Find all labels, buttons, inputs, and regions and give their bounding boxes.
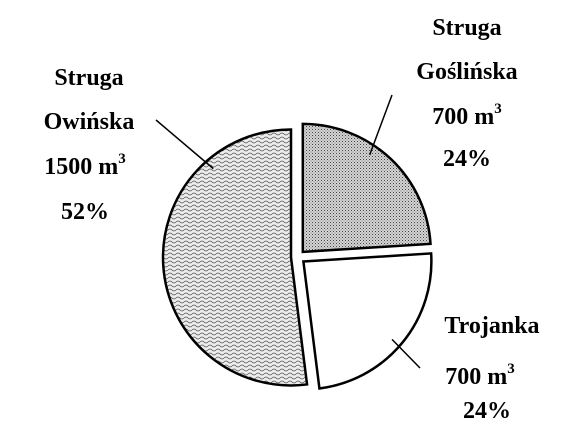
leader-line (369, 94, 393, 155)
label-line: Struga (54, 65, 123, 91)
amount-label: 700 m3 (445, 361, 515, 390)
pie-slice (161, 128, 309, 387)
label-struga-goslinska: Struga Goślińska 700 m3 24% (416, 15, 517, 172)
amount-label: 1500 m3 (44, 151, 126, 180)
pie-slices (161, 122, 433, 390)
pie-slice (301, 122, 432, 254)
percent-label: 24% (443, 146, 491, 172)
amount-label: 700 m3 (432, 101, 502, 130)
leader-line (155, 119, 214, 170)
label-trojanka: Trojanka 700 m3 24% (444, 313, 539, 424)
amount-unit: m (474, 104, 494, 130)
amount-unit-sup: 3 (507, 361, 515, 377)
label-line: Trojanka (444, 313, 539, 339)
amount-unit: m (487, 364, 507, 390)
amount-value: 1500 (44, 154, 92, 180)
pie-slice (301, 252, 433, 390)
amount-unit-sup: 3 (494, 101, 502, 117)
leader-line (391, 338, 421, 369)
amount-value: 700 (445, 364, 481, 390)
percent-label: 52% (61, 199, 109, 225)
amount-value: 700 (432, 104, 468, 130)
percent-label: 24% (463, 398, 511, 424)
label-struga-owinska: Struga Owińska 1500 m3 52% (44, 65, 135, 225)
label-line: Struga (432, 15, 501, 41)
leader-lines (155, 94, 421, 369)
amount-unit-sup: 3 (118, 151, 126, 167)
label-line: Owińska (44, 109, 135, 135)
amount-unit: m (98, 154, 118, 180)
label-line: Goślińska (416, 59, 517, 85)
